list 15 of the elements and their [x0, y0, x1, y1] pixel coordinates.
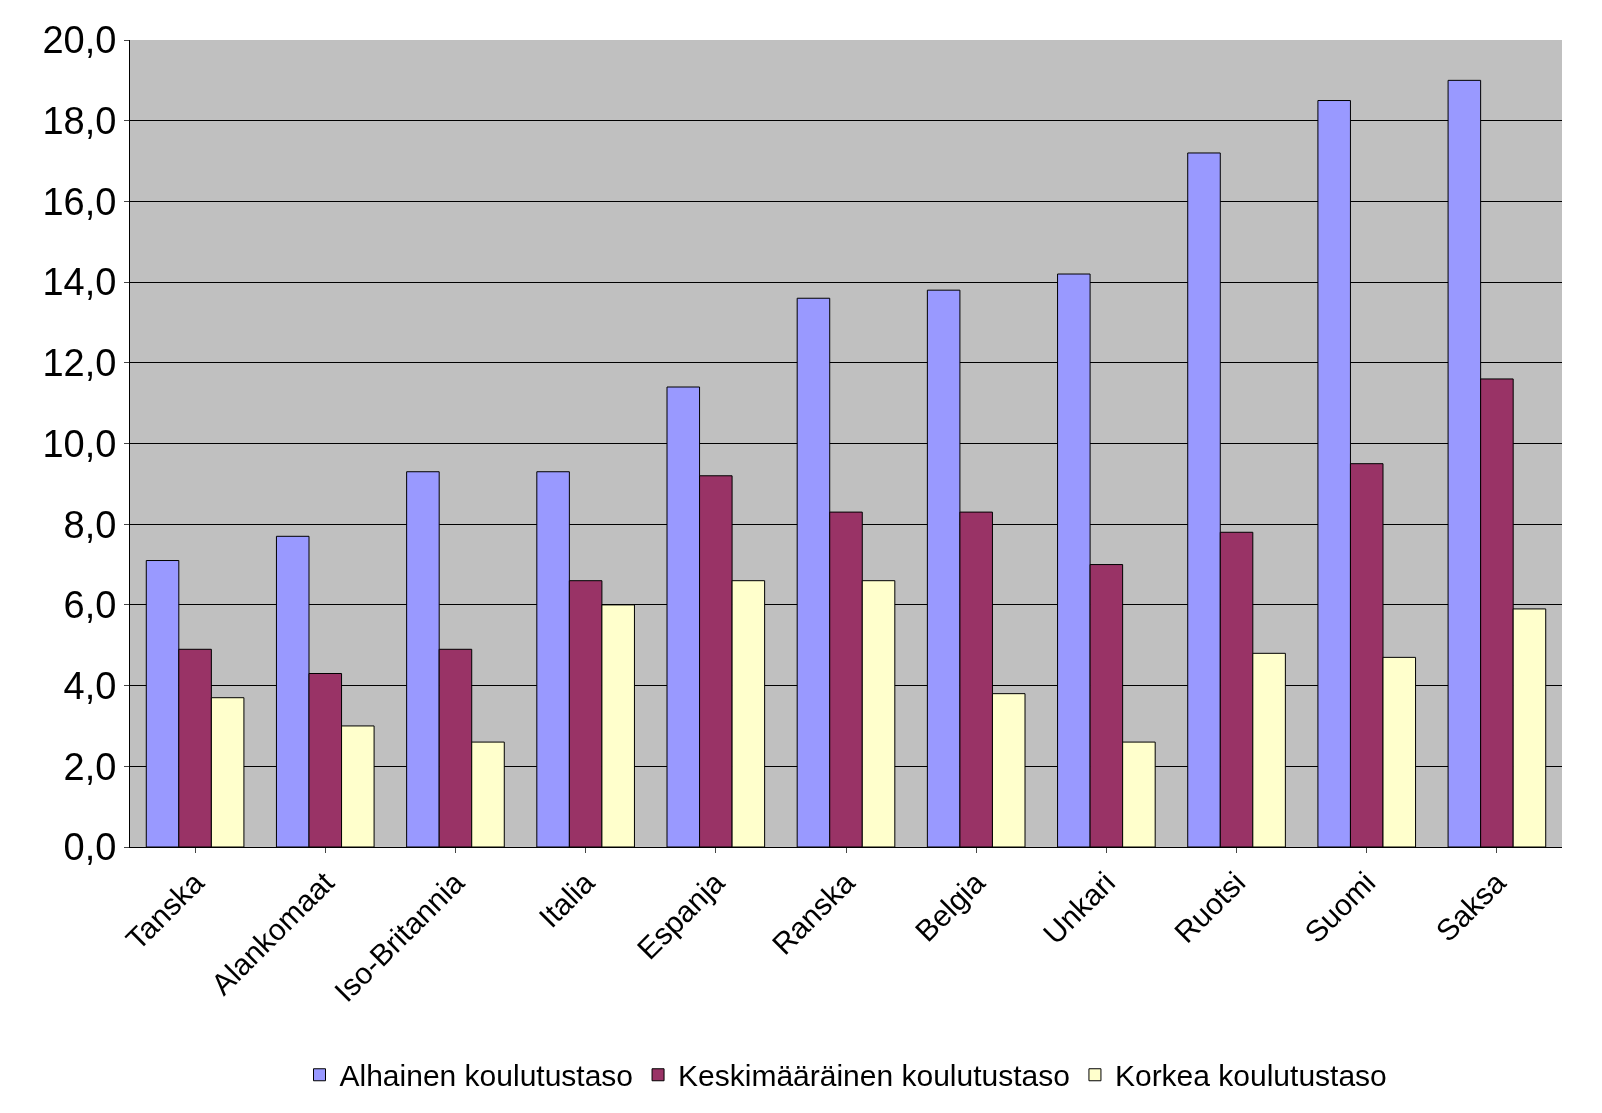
y-tick-label: 4,0: [63, 664, 117, 707]
y-tick-label: 0,0: [63, 826, 117, 869]
y-tick-label: 20,0: [42, 19, 117, 62]
legend-label: Keskimääräinen koulutustaso: [678, 1059, 1070, 1093]
y-tick-label: 12,0: [42, 342, 117, 385]
legend-label: Alhainen koulutustaso: [339, 1059, 634, 1093]
y-tick-label: 8,0: [63, 503, 117, 546]
y-tick-label: 2,0: [63, 745, 117, 788]
x-tick-label: Italia: [532, 865, 601, 934]
legend-label: Korkea koulutustaso: [1114, 1059, 1387, 1093]
y-tick-label: 14,0: [42, 261, 117, 304]
y-tick-label: 6,0: [63, 584, 117, 627]
y-tick-label: 16,0: [42, 180, 117, 223]
y-tick-label: 10,0: [42, 422, 117, 465]
y-tick-label: 18,0: [42, 100, 117, 142]
